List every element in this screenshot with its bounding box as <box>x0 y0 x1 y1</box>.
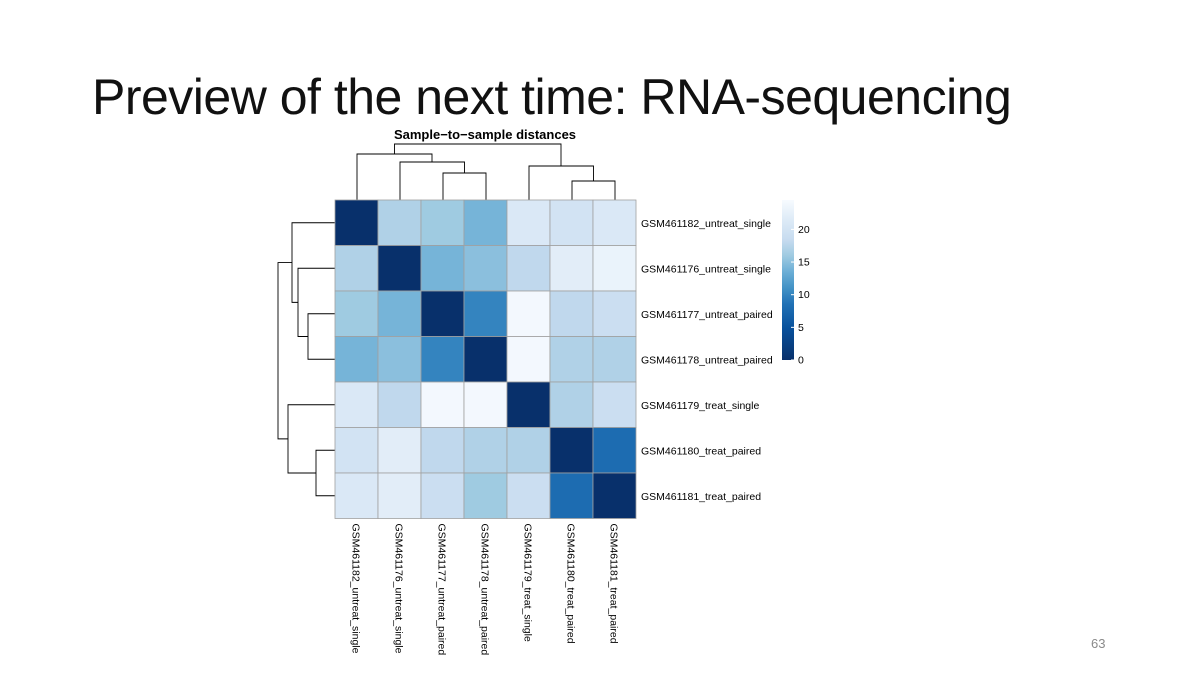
legend-tick-label: 0 <box>798 355 804 367</box>
column-label: GSM461181_treat_paired <box>608 524 620 644</box>
row-label: GSM461181_treat_paired <box>641 491 761 503</box>
row-label: GSM461176_untreat_single <box>641 263 771 275</box>
legend-tick-label: 10 <box>798 289 810 301</box>
row-label: GSM461178_untreat_paired <box>641 354 773 366</box>
heatmap-cell-r5-c4 <box>506 427 551 474</box>
heatmap-cell-r4-c5 <box>549 381 594 428</box>
heatmap-cell-r6-c0 <box>334 472 379 519</box>
heatmap-cell-r5-c0 <box>334 427 379 474</box>
heatmap-cell-r5-c1 <box>377 427 422 474</box>
heatmap-cell-r4-c6 <box>592 381 637 428</box>
heatmap-cell-r3-c0 <box>334 336 379 383</box>
dendrogram-branch <box>528 165 594 200</box>
column-dendrogram <box>356 143 616 200</box>
heatmap-cell-r5-c6 <box>592 427 637 474</box>
heatmap-cell-r2-c6 <box>592 290 637 337</box>
dendrogram-branch <box>571 180 616 200</box>
heatmap-cell-r4-c4 <box>506 381 551 428</box>
heatmap-cell-r2-c1 <box>377 290 422 337</box>
heatmap-cell-r1-c4 <box>506 245 551 292</box>
heatmap-cell-r1-c1 <box>377 245 422 292</box>
heatmap-cell-r6-c3 <box>463 472 508 519</box>
heatmap-cell-r6-c6 <box>592 472 637 519</box>
heatmap-cell-r2-c3 <box>463 290 508 337</box>
column-label: GSM461176_untreat_single <box>393 524 405 654</box>
heatmap-cell-r3-c2 <box>420 336 465 383</box>
row-label: GSM461177_untreat_paired <box>641 309 773 321</box>
heatmap-cell-r5-c2 <box>420 427 465 474</box>
column-label: GSM461182_untreat_single <box>350 524 362 654</box>
dendrogram-branch <box>287 404 335 474</box>
color-legend: 0 5 10 15 20 <box>782 200 810 367</box>
column-label: GSM461178_untreat_paired <box>479 524 491 656</box>
heatmap-cell-r4-c1 <box>377 381 422 428</box>
legend-tick-label: 5 <box>798 322 804 334</box>
heatmap-cell-r3-c4 <box>506 336 551 383</box>
row-labels: GSM461182_untreat_single GSM461176_untrea… <box>641 218 773 503</box>
row-dendrogram <box>277 222 335 497</box>
heatmap-cell-r0-c4 <box>506 199 551 246</box>
dendrogram-branch <box>297 267 335 337</box>
column-label: GSM461179_treat_single <box>522 524 534 642</box>
heatmap-cell-r6-c4 <box>506 472 551 519</box>
column-label: GSM461180_treat_paired <box>565 524 577 644</box>
dendrogram-branch <box>442 172 487 200</box>
heatmap-cell-r4-c3 <box>463 381 508 428</box>
heatmap-cell-r3-c5 <box>549 336 594 383</box>
heatmap-cell-r2-c2 <box>420 290 465 337</box>
heatmap-cell-r0-c3 <box>463 199 508 246</box>
heatmap-cell-r0-c5 <box>549 199 594 246</box>
heatmap-cell-r6-c1 <box>377 472 422 519</box>
heatmap-cell-r3-c1 <box>377 336 422 383</box>
heatmap-cell-r4-c0 <box>334 381 379 428</box>
row-label: GSM461180_treat_paired <box>641 445 761 457</box>
legend-tick-label: 20 <box>798 224 810 236</box>
slide-title: Preview of the next time: RNA-sequencing <box>92 69 1012 125</box>
heatmap-cell-r1-c0 <box>334 245 379 292</box>
heatmap-cell-r0-c6 <box>592 199 637 246</box>
heatmap-cell-r0-c0 <box>334 199 379 246</box>
heatmap-cell-r4-c2 <box>420 381 465 428</box>
heatmap-cell-r5-c3 <box>463 427 508 474</box>
heatmap-cell-r2-c0 <box>334 290 379 337</box>
dendrogram-branch <box>277 262 292 440</box>
heatmap-cell-r0-c2 <box>420 199 465 246</box>
heatmap-cell-r1-c3 <box>463 245 508 292</box>
heatmap-cell-r6-c5 <box>549 472 594 519</box>
heatmap-cell-r5-c5 <box>549 427 594 474</box>
heatmap-cell-r2-c5 <box>549 290 594 337</box>
heatmap-cell-r3-c6 <box>592 336 637 383</box>
heatmap-cell-r1-c6 <box>592 245 637 292</box>
dendrogram-branch <box>307 313 335 360</box>
legend-color-bar <box>782 200 794 360</box>
column-label: GSM461177_untreat_paired <box>436 524 448 656</box>
page-number: 63 <box>1091 636 1106 651</box>
column-labels: GSM461182_untreat_single GSM461176_untrea… <box>350 524 620 656</box>
heatmap-cell-r1-c5 <box>549 245 594 292</box>
heatmap-cells <box>334 199 637 519</box>
heatmap-cell-r1-c2 <box>420 245 465 292</box>
heatmap-cell-r0-c1 <box>377 199 422 246</box>
heatmap-cell-r2-c4 <box>506 290 551 337</box>
dendrogram-branch <box>315 449 335 497</box>
dendrogram-branch <box>399 161 465 200</box>
row-label: GSM461179_treat_single <box>641 400 759 412</box>
chart-title: Sample−to−sample distances <box>394 127 576 142</box>
heatmap-cell-r3-c3 <box>463 336 508 383</box>
row-label: GSM461182_untreat_single <box>641 218 771 230</box>
legend-tick-label: 15 <box>798 257 810 269</box>
heatmap-cell-r6-c2 <box>420 472 465 519</box>
dendrogram-branch <box>394 143 562 166</box>
dendrogram-branch <box>356 153 433 200</box>
